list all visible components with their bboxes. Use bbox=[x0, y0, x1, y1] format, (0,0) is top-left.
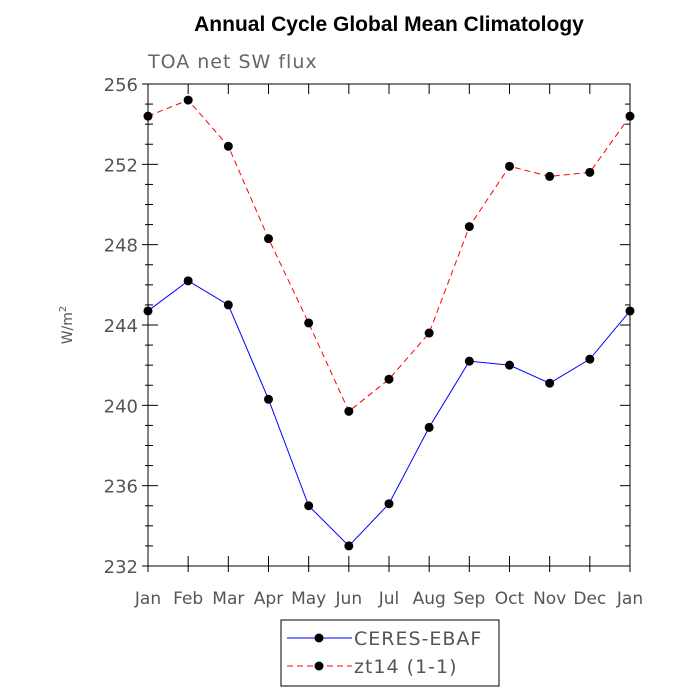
series-2-point bbox=[625, 111, 635, 121]
plot-frame bbox=[147, 83, 631, 567]
y-axis-label-superscript: 2 bbox=[58, 306, 69, 312]
series-1-point bbox=[384, 499, 394, 509]
legend-marker-1 bbox=[314, 633, 324, 643]
x-tick-label: Jan bbox=[616, 589, 643, 609]
legend-marker-2 bbox=[314, 661, 324, 671]
y-tick-label: 248 bbox=[104, 236, 138, 257]
x-tick-label: Jul bbox=[378, 589, 400, 609]
y-tick-label: 252 bbox=[104, 155, 138, 176]
series-1-point bbox=[143, 306, 153, 316]
series-layer bbox=[143, 95, 635, 551]
y-axis-label-unit: W/m bbox=[60, 312, 76, 344]
series-1-point bbox=[424, 422, 434, 432]
series-1-point bbox=[223, 300, 233, 310]
x-tick-label: Mar bbox=[212, 589, 244, 609]
y-axis-label: W/m2 bbox=[58, 306, 76, 345]
series-1-point bbox=[585, 354, 595, 364]
x-tick-label: Oct bbox=[495, 589, 525, 609]
y-tick-label: 256 bbox=[104, 75, 138, 96]
series-2-point bbox=[264, 234, 273, 244]
series-2-point bbox=[143, 111, 153, 121]
series-2-point bbox=[344, 406, 354, 416]
legend-items: CERES-EBAF zt14 (1-1) bbox=[287, 628, 482, 678]
series-1-point bbox=[545, 378, 555, 388]
x-tick-label: Apr bbox=[254, 589, 283, 609]
y-axis: 232 236 240 244 248 252 256 bbox=[104, 75, 630, 578]
series-1-point bbox=[505, 360, 514, 370]
series-2-point bbox=[464, 222, 474, 232]
series-2-point bbox=[183, 95, 193, 105]
series-2-point bbox=[384, 374, 394, 384]
series-2-point bbox=[223, 141, 233, 151]
x-tick-label: Feb bbox=[173, 589, 203, 609]
series-1-point bbox=[344, 541, 354, 551]
x-tick-label: Dec bbox=[573, 589, 606, 609]
series-2-point bbox=[304, 318, 314, 328]
series-1-point bbox=[464, 356, 474, 366]
x-tick-label: Sep bbox=[453, 589, 485, 609]
y-tick-label: 232 bbox=[104, 557, 138, 578]
x-tick-label: Jun bbox=[335, 589, 363, 609]
legend-label-1: CERES-EBAF bbox=[354, 628, 482, 650]
chart-title: Annual Cycle Global Mean Climatology bbox=[194, 13, 584, 36]
series-2-point bbox=[545, 171, 555, 181]
x-tick-label: Aug bbox=[413, 589, 446, 609]
series-1-point bbox=[264, 394, 273, 404]
series-2-point bbox=[505, 161, 514, 171]
legend-box bbox=[280, 619, 500, 687]
series-2-point bbox=[424, 328, 434, 338]
chart-subtitle: TOA net SW flux bbox=[147, 51, 318, 73]
legend-label-2: zt14 (1-1) bbox=[354, 656, 458, 678]
series-1-point bbox=[183, 276, 193, 286]
y-tick-label: 236 bbox=[104, 477, 138, 498]
series-line-2 bbox=[147, 99, 631, 413]
legend: CERES-EBAF zt14 (1-1) bbox=[280, 619, 500, 687]
series-1-point bbox=[625, 306, 635, 316]
y-tick-label: 244 bbox=[104, 316, 138, 337]
x-tick-label: Nov bbox=[533, 589, 566, 609]
series-1-point bbox=[304, 501, 314, 511]
y-tick-label: 240 bbox=[104, 396, 138, 417]
x-tick-label: May bbox=[291, 589, 326, 609]
x-tick-label: Jan bbox=[134, 589, 161, 609]
x-axis: Jan Feb Mar Apr May Jun Jul Aug Sep Oct Nov Dec Jan bbox=[134, 84, 643, 609]
series-2-point bbox=[585, 167, 595, 177]
